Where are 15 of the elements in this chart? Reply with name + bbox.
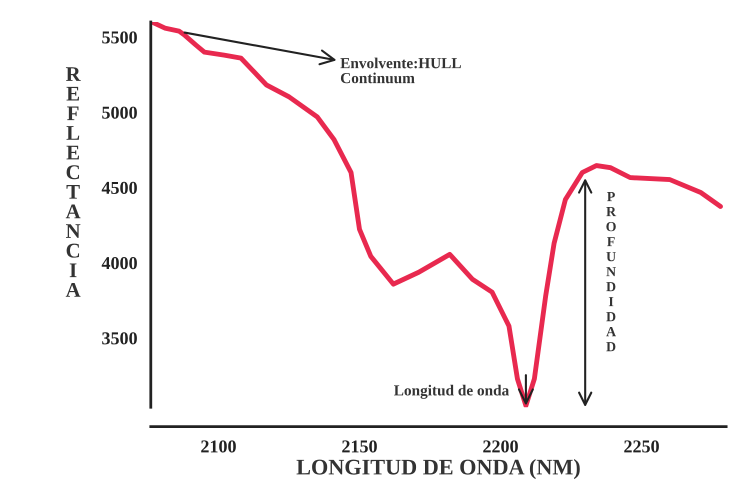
y-tick-label: 5500 — [102, 31, 137, 44]
annotation: Longitud de onda — [394, 384, 510, 399]
x-tick-label: 2150 — [342, 440, 377, 453]
y-tick-label: 4500 — [102, 182, 137, 194]
y-tick-label: 3500 — [102, 332, 137, 344]
line-series — [151, 22, 723, 408]
x-axis-title: LONGITUD DE ONDA (NM) — [296, 458, 580, 480]
text: REFLECTANCIA — [66, 67, 81, 297]
y-tick-label: 4000 — [102, 257, 137, 270]
text: PROFUNDIDAD — [606, 192, 616, 352]
y-tick-label: 5000 — [102, 106, 137, 119]
x-tick-label: 2250 — [624, 440, 659, 453]
x-tick-label: 2200 — [483, 440, 518, 453]
x-tick-label: 2100 — [201, 440, 236, 453]
annotation: Envolvente:HULL Continuum — [340, 58, 461, 84]
